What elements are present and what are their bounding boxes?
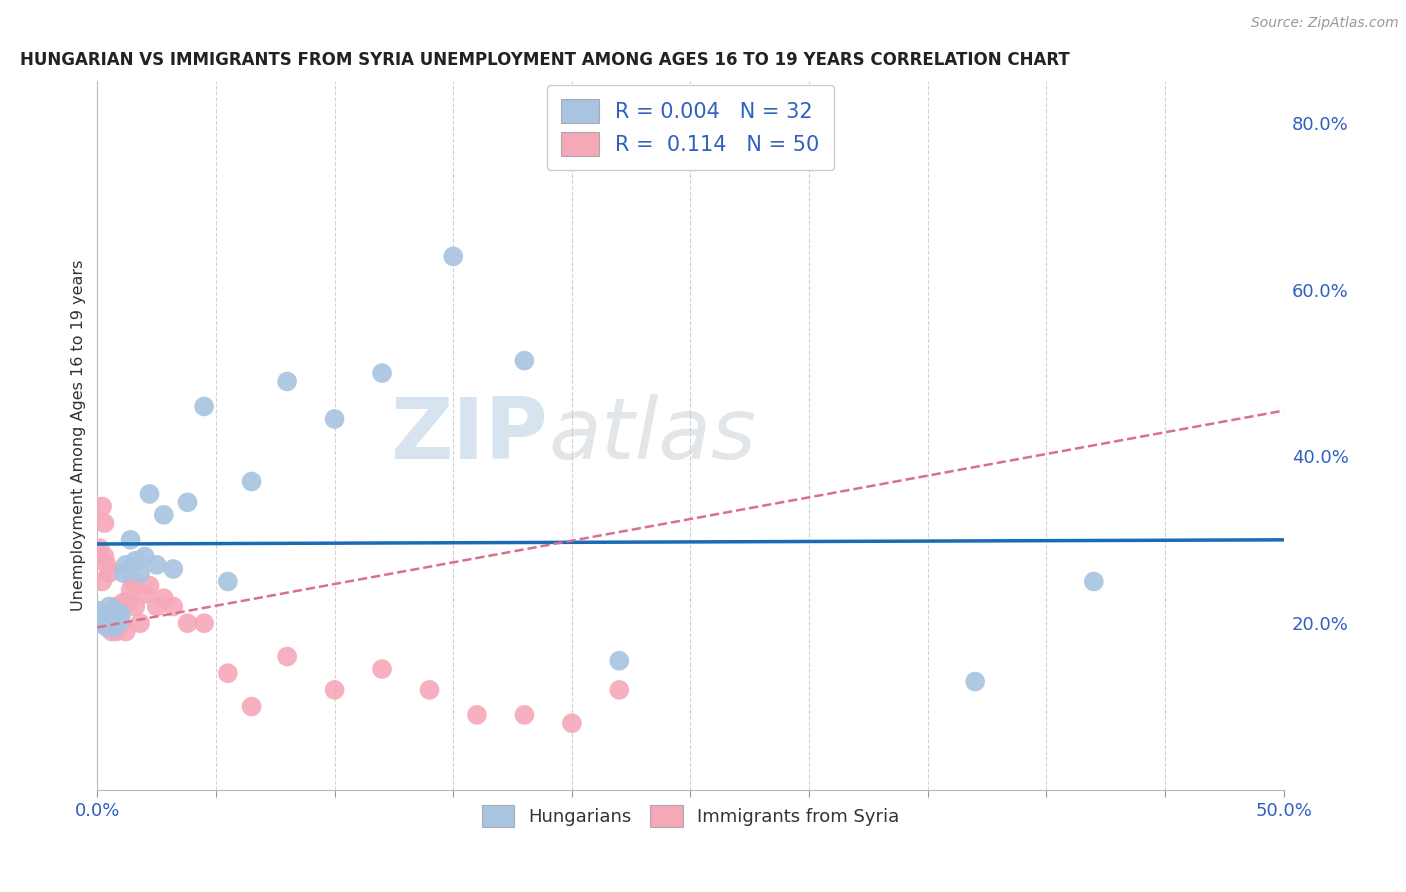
Point	[371, 366, 394, 380]
Point	[93, 516, 115, 531]
Point	[134, 587, 156, 601]
Point	[107, 604, 129, 618]
Point	[117, 595, 139, 609]
Point	[114, 624, 136, 639]
Point	[110, 607, 132, 622]
Point	[107, 616, 129, 631]
Point	[441, 249, 464, 263]
Point	[561, 716, 583, 731]
Point	[465, 707, 488, 722]
Point	[965, 674, 987, 689]
Point	[91, 500, 114, 514]
Point	[89, 541, 111, 556]
Point	[89, 616, 111, 631]
Point	[98, 566, 121, 581]
Point	[93, 549, 115, 564]
Point	[96, 616, 118, 631]
Point	[93, 607, 115, 622]
Point	[98, 620, 121, 634]
Point	[110, 604, 132, 618]
Point	[91, 616, 114, 631]
Point	[607, 682, 630, 697]
Point	[100, 624, 122, 639]
Point	[103, 612, 125, 626]
Point	[217, 666, 239, 681]
Point	[152, 591, 174, 606]
Point	[513, 353, 536, 368]
Point	[120, 533, 142, 547]
Point	[162, 562, 184, 576]
Point	[129, 566, 152, 581]
Point	[323, 412, 346, 426]
Point	[418, 682, 440, 697]
Point	[607, 654, 630, 668]
Point	[276, 375, 298, 389]
Point	[96, 620, 118, 634]
Point	[124, 599, 146, 614]
Point	[103, 604, 125, 618]
Point	[110, 616, 132, 631]
Point	[100, 604, 122, 618]
Point	[93, 607, 115, 622]
Point	[138, 487, 160, 501]
Point	[96, 558, 118, 572]
Point	[240, 475, 263, 489]
Point	[138, 579, 160, 593]
Text: ZIP: ZIP	[391, 394, 548, 477]
Point	[240, 699, 263, 714]
Point	[152, 508, 174, 522]
Point	[129, 616, 152, 631]
Point	[193, 616, 215, 631]
Point	[98, 616, 121, 631]
Point	[98, 599, 121, 614]
Point	[217, 574, 239, 589]
Point	[1083, 574, 1105, 589]
Point	[145, 599, 167, 614]
Text: atlas: atlas	[548, 394, 756, 477]
Point	[105, 624, 128, 639]
Point	[114, 558, 136, 572]
Point	[323, 682, 346, 697]
Point	[112, 566, 135, 581]
Point	[89, 604, 111, 618]
Point	[105, 599, 128, 614]
Point	[107, 620, 129, 634]
Point	[122, 574, 145, 589]
Y-axis label: Unemployment Among Ages 16 to 19 years: Unemployment Among Ages 16 to 19 years	[72, 260, 86, 611]
Point	[371, 662, 394, 676]
Point	[105, 620, 128, 634]
Point	[124, 554, 146, 568]
Text: HUNGARIAN VS IMMIGRANTS FROM SYRIA UNEMPLOYMENT AMONG AGES 16 TO 19 YEARS CORREL: HUNGARIAN VS IMMIGRANTS FROM SYRIA UNEMP…	[20, 51, 1070, 69]
Point	[91, 574, 114, 589]
Point	[103, 620, 125, 634]
Point	[120, 582, 142, 597]
Point	[96, 607, 118, 622]
Point	[100, 612, 122, 626]
Point	[134, 549, 156, 564]
Point	[513, 707, 536, 722]
Point	[193, 400, 215, 414]
Point	[276, 649, 298, 664]
Point	[176, 495, 198, 509]
Point	[112, 595, 135, 609]
Point	[105, 604, 128, 618]
Point	[100, 620, 122, 634]
Legend: Hungarians, Immigrants from Syria: Hungarians, Immigrants from Syria	[475, 797, 907, 834]
Point	[162, 599, 184, 614]
Point	[176, 616, 198, 631]
Text: Source: ZipAtlas.com: Source: ZipAtlas.com	[1251, 16, 1399, 30]
Point	[103, 620, 125, 634]
Point	[145, 558, 167, 572]
